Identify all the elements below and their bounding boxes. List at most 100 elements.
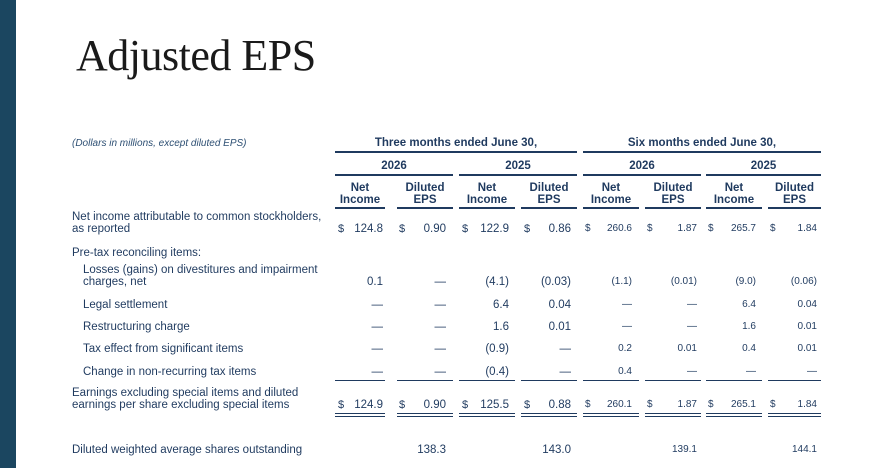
cell-diluted-eps: 144.1 (791, 444, 817, 455)
row-label-line: earnings per share excluding special ite… (72, 399, 290, 411)
cell-net-income: 124.8 (354, 223, 383, 235)
col-header-net-income: Net Income (459, 182, 515, 206)
total-double-rule (706, 416, 762, 417)
cell-diluted-eps: — (434, 321, 447, 333)
row-label-line: Legal settlement (83, 299, 168, 311)
cell-diluted-eps: — (559, 343, 572, 355)
cell-net-income: 6.4 (742, 299, 756, 310)
dollar-sign: $ (585, 399, 591, 410)
dollar-sign: $ (647, 399, 653, 410)
dollar-sign: $ (708, 223, 714, 234)
cell-diluted-eps: — (434, 343, 447, 355)
col-header-line: EPS (537, 194, 561, 206)
period-header-six-months: Six months ended June 30, (627, 137, 777, 149)
total-double-rule (397, 413, 453, 414)
cell-diluted-eps: 0.01 (548, 321, 571, 333)
dollar-sign: $ (462, 223, 469, 235)
total-double-rule (583, 416, 639, 417)
cell-diluted-eps: — (434, 366, 447, 378)
cell-diluted-eps: 0.01 (677, 343, 697, 354)
col-header-line: Net (724, 182, 744, 194)
cell-net-income: 1.6 (493, 321, 509, 333)
col-header-underline (335, 207, 385, 209)
subtotal-rule (459, 380, 515, 381)
units-note: (Dollars in millions, except diluted EPS… (72, 138, 247, 149)
cell-net-income: (0.9) (485, 343, 509, 355)
year-header: 2026 (629, 160, 655, 172)
col-header-line: Net (601, 182, 621, 194)
col-header-line: EPS (782, 194, 806, 206)
row-label: Earnings excluding special items and dil… (72, 387, 298, 411)
cell-net-income: 0.1 (367, 276, 383, 288)
cell-net-income: — (622, 299, 632, 310)
total-double-rule (459, 416, 515, 417)
total-double-rule (335, 416, 385, 417)
year-underline (335, 174, 453, 176)
cell-net-income: — (371, 343, 384, 355)
col-header-underline (768, 207, 821, 209)
dollar-sign: $ (338, 223, 345, 235)
row-label: Pre-tax reconciling items: (72, 247, 201, 259)
col-header-line: Net (477, 182, 497, 194)
cell-net-income: 265.1 (730, 399, 756, 410)
col-header-line: Diluted (775, 182, 814, 194)
row-label: Change in non-recurring tax items (83, 366, 256, 378)
year-underline (459, 174, 577, 176)
col-header-diluted-eps: Diluted EPS (521, 182, 577, 206)
col-header-net-income: Net Income (583, 182, 639, 206)
row-label: Net income attributable to common stockh… (72, 211, 321, 235)
dollar-sign: $ (770, 399, 776, 410)
col-header-line: Income (339, 194, 381, 206)
cell-diluted-eps: 0.04 (797, 299, 817, 310)
col-header-underline (521, 207, 577, 209)
subtotal-rule (645, 380, 701, 381)
cell-net-income: — (746, 366, 756, 377)
cell-net-income: 260.6 (606, 223, 632, 234)
row-label-line: Tax effect from significant items (83, 343, 244, 355)
row-label-line: Change in non-recurring tax items (83, 366, 257, 378)
cell-diluted-eps: (0.06) (790, 276, 817, 287)
cell-diluted-eps: — (434, 276, 447, 288)
row-label: Tax effect from significant items (83, 343, 243, 355)
total-double-rule (645, 416, 701, 417)
year-header: 2025 (750, 160, 777, 172)
cell-net-income: 124.9 (354, 399, 383, 411)
cell-net-income: — (371, 299, 384, 311)
cell-diluted-eps: 1.84 (797, 223, 817, 234)
row-label: Losses (gains) on divestitures and impai… (83, 264, 318, 288)
col-header-line: Income (713, 194, 755, 206)
cell-diluted-eps: 138.3 (417, 444, 446, 456)
cell-diluted-eps: (0.01) (670, 276, 697, 287)
row-label: Restructuring charge (83, 321, 190, 333)
row-label: Diluted weighted average shares outstand… (72, 444, 302, 456)
cell-net-income: 1.6 (742, 321, 756, 332)
col-header-diluted-eps: Diluted EPS (768, 182, 821, 206)
cell-diluted-eps: — (687, 321, 697, 332)
cell-net-income: (4.1) (485, 276, 509, 288)
col-header-line: Income (466, 194, 508, 206)
cell-diluted-eps: 143.0 (542, 444, 571, 456)
subtotal-rule (768, 380, 821, 381)
col-header-line: Income (590, 194, 632, 206)
total-double-rule (397, 416, 453, 417)
row-label-line: Diluted weighted average shares outstand… (72, 444, 303, 456)
dollar-sign: $ (708, 399, 714, 410)
dollar-sign: $ (338, 399, 345, 411)
dollar-sign: $ (462, 399, 469, 411)
total-double-rule (583, 413, 639, 414)
period-header-three-months: Three months ended June 30, (374, 137, 538, 149)
row-label-line: Earnings excluding special items and dil… (72, 387, 299, 399)
cell-diluted-eps: 1.87 (677, 399, 697, 410)
total-double-rule (335, 413, 385, 414)
dollar-sign: $ (647, 223, 653, 234)
cell-net-income: 122.9 (480, 223, 509, 235)
col-header-net-income: Net Income (335, 182, 385, 206)
dollar-sign: $ (524, 399, 531, 411)
total-double-rule (768, 416, 821, 417)
col-header-line: EPS (661, 194, 685, 206)
cell-net-income: — (371, 366, 384, 378)
cell-diluted-eps: 1.87 (677, 223, 697, 234)
subtotal-rule (583, 380, 639, 381)
total-double-rule (706, 413, 762, 414)
cell-diluted-eps: 0.90 (423, 399, 446, 411)
